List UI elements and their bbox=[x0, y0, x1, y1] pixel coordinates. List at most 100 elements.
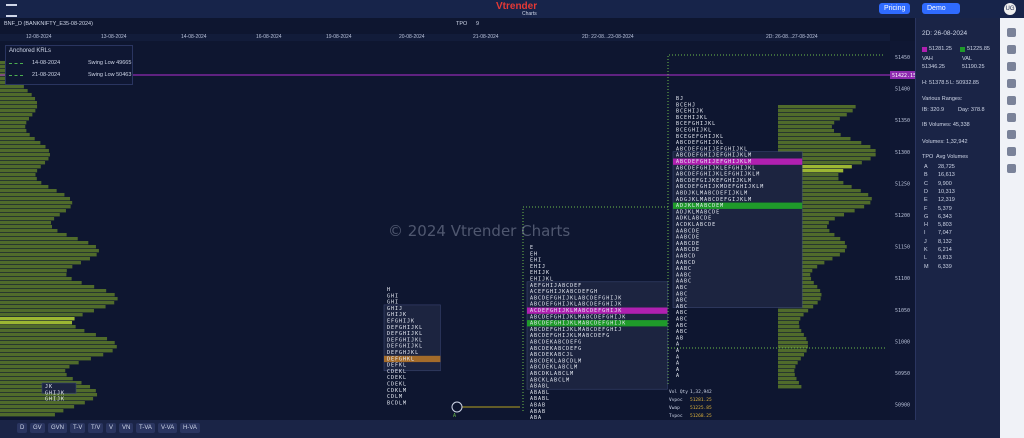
tpo-volume: 9,813 bbox=[938, 255, 952, 262]
rail-icon[interactable] bbox=[1007, 113, 1016, 122]
toolbar-button[interactable]: T-VA bbox=[136, 423, 155, 433]
vpoc: 51281.25 bbox=[929, 46, 952, 52]
tpo-row: CDEKL bbox=[387, 375, 407, 381]
logo-title: Vtrender bbox=[496, 1, 538, 12]
volume-bar bbox=[0, 401, 85, 405]
rail-icon[interactable] bbox=[1007, 28, 1016, 37]
tpo-row: ABC bbox=[676, 323, 688, 329]
volume-bar bbox=[778, 313, 804, 317]
volume-bar bbox=[778, 237, 841, 241]
price-axis bbox=[890, 41, 915, 420]
tpo-row: A bbox=[676, 373, 680, 379]
toolbar-button[interactable]: V-VA bbox=[158, 423, 178, 433]
volume-bar bbox=[778, 161, 862, 165]
menu-icon[interactable] bbox=[6, 4, 17, 17]
volume-bar bbox=[0, 309, 94, 313]
watermark: © 2024 Vtrender Charts bbox=[388, 222, 571, 240]
demo-button[interactable]: Demo bbox=[922, 3, 960, 14]
volume-bar bbox=[778, 221, 829, 225]
rail-icon[interactable] bbox=[1007, 130, 1016, 139]
tpo-letter: M bbox=[924, 263, 929, 270]
rail-icon[interactable] bbox=[1007, 96, 1016, 105]
toolbar-button[interactable]: V bbox=[106, 423, 117, 433]
volume-bar bbox=[0, 129, 27, 133]
volume-bar bbox=[0, 273, 67, 277]
price-marker: 51422.15 bbox=[892, 73, 915, 79]
tpo-row: ABCDKLABCLM bbox=[530, 371, 574, 377]
volume-bar bbox=[0, 181, 42, 185]
tpo-row: GHIJ bbox=[387, 306, 403, 312]
volume-bar bbox=[778, 177, 839, 181]
tpo-row: ABCDEFGHIJKLABCDEFGHIJK bbox=[530, 295, 622, 301]
volume-bar bbox=[0, 213, 60, 217]
rail-icon[interactable] bbox=[1007, 62, 1016, 71]
stat-label: Tvpoc bbox=[669, 413, 683, 419]
toolbar-button[interactable]: VN bbox=[119, 423, 134, 433]
rail-icon[interactable] bbox=[1007, 164, 1016, 173]
toolbar-button[interactable]: T-V bbox=[70, 423, 86, 433]
volume-bar bbox=[778, 369, 795, 373]
profile-highlight bbox=[673, 202, 803, 209]
volume-bar bbox=[0, 293, 115, 297]
volume-bar bbox=[778, 141, 862, 145]
tpo-row: DEFGHIJKL bbox=[387, 331, 423, 337]
rail-icon[interactable] bbox=[1007, 79, 1016, 88]
tpo-row: ABCDEKABCJL bbox=[530, 352, 574, 358]
volume-bar bbox=[778, 253, 840, 257]
price-tick: 51300 bbox=[895, 150, 910, 156]
tpo-row: AABCDE bbox=[676, 241, 700, 247]
date-label: 2D: 26-08...27-08-2024 bbox=[766, 34, 818, 40]
volume-bar bbox=[0, 253, 97, 257]
tpo-row: ABAB bbox=[530, 403, 546, 409]
replay-icon bbox=[451, 401, 463, 413]
chart-area: 51450 51400 51350 51300 51250 51200 51150 51100… bbox=[0, 41, 915, 420]
toolbar-button[interactable]: GVN bbox=[48, 423, 68, 433]
price-tick: 51000 bbox=[895, 339, 910, 345]
tpo-row: ABCDEFGHIJKMDEFGHIJKLM bbox=[676, 184, 764, 190]
volume-bar bbox=[0, 345, 117, 349]
toolbar-button[interactable]: H-VA bbox=[180, 423, 200, 433]
volume-bar bbox=[778, 205, 865, 209]
tpo-row: EHIJK bbox=[530, 270, 550, 276]
tpo-value[interactable]: 9 bbox=[476, 21, 480, 27]
pricing-button[interactable]: Pricing bbox=[879, 3, 911, 14]
volume-bar bbox=[0, 221, 52, 225]
volume-bar bbox=[0, 97, 36, 101]
tpo-volume: 8,132 bbox=[938, 238, 952, 245]
volume-bar bbox=[0, 209, 66, 213]
krl-label[interactable]: Swing Low 49665 bbox=[88, 60, 132, 66]
table-head: Avg Volumes bbox=[936, 154, 969, 160]
rail-icon[interactable] bbox=[1007, 147, 1016, 156]
toolbar-button[interactable]: GV bbox=[30, 423, 45, 433]
krl-label[interactable]: Swing Low 50463 bbox=[88, 72, 132, 78]
tpo-volume: 5,379 bbox=[938, 205, 952, 212]
volume-bar bbox=[0, 173, 36, 177]
volume-bar bbox=[778, 197, 872, 201]
date-label: 20-08-2024 bbox=[399, 34, 425, 40]
volume-bar bbox=[0, 361, 79, 365]
tpo-volume: 6,343 bbox=[938, 213, 952, 220]
price-tick: 51250 bbox=[895, 181, 910, 187]
volume-bar bbox=[0, 201, 73, 205]
toolbar-button[interactable]: T/V bbox=[88, 423, 104, 433]
volume-bar bbox=[778, 201, 871, 205]
volume-bar bbox=[778, 225, 828, 229]
volume-bar bbox=[778, 329, 802, 333]
volume-bar bbox=[0, 217, 55, 221]
user-avatar[interactable]: UG bbox=[1004, 3, 1016, 15]
volume-bar bbox=[778, 133, 841, 137]
symbol: BNF_D (BANKNIFTY_E35-08-2024) bbox=[4, 21, 93, 27]
tpo-row: ABCDEKABCDEFG bbox=[530, 346, 582, 352]
tpo-row: GHIJK bbox=[387, 312, 407, 318]
toolbar-button[interactable]: D bbox=[17, 423, 28, 433]
volume-bar bbox=[0, 145, 46, 149]
volume-bar bbox=[0, 377, 73, 381]
volume-bar bbox=[0, 149, 49, 153]
tpo-row: ABCDEFGIJKEFGHIJKLM bbox=[676, 178, 752, 184]
tpo-row: ABAB bbox=[530, 409, 546, 415]
volume-bar bbox=[0, 305, 106, 309]
tpo-letter: K bbox=[924, 247, 928, 253]
tpo-volume: 28,725 bbox=[938, 164, 955, 170]
rail-icon[interactable] bbox=[1007, 45, 1016, 54]
volume-bar bbox=[0, 349, 113, 353]
